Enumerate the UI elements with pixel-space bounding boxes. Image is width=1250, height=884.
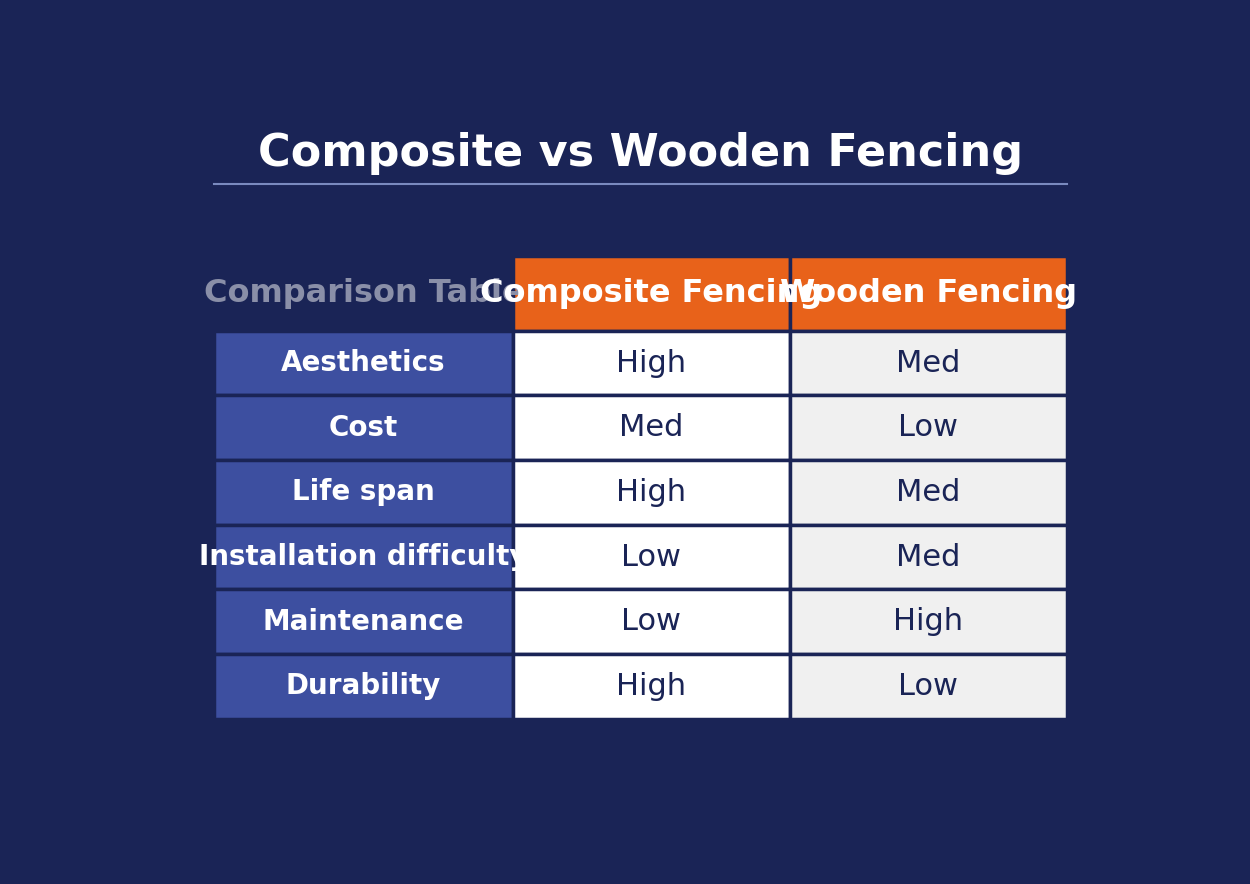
FancyBboxPatch shape (215, 654, 512, 719)
Text: Low: Low (899, 672, 959, 701)
FancyBboxPatch shape (790, 255, 1068, 331)
Text: Installation difficulty: Installation difficulty (199, 543, 528, 571)
FancyBboxPatch shape (512, 395, 790, 460)
Text: Composite Fencing: Composite Fencing (480, 278, 822, 309)
Text: Low: Low (899, 413, 959, 442)
FancyBboxPatch shape (512, 654, 790, 719)
Text: Low: Low (621, 543, 681, 572)
Text: Wooden Fencing: Wooden Fencing (780, 278, 1078, 309)
FancyBboxPatch shape (215, 331, 512, 395)
Text: High: High (616, 348, 686, 377)
Text: High: High (894, 607, 964, 636)
FancyBboxPatch shape (512, 331, 790, 395)
Text: Med: Med (619, 413, 684, 442)
Text: Comparison Table: Comparison Table (204, 278, 524, 309)
FancyBboxPatch shape (790, 331, 1068, 395)
FancyBboxPatch shape (790, 460, 1068, 525)
FancyBboxPatch shape (790, 395, 1068, 460)
Text: High: High (616, 672, 686, 701)
Text: Aesthetics: Aesthetics (281, 349, 446, 377)
Text: Med: Med (896, 478, 960, 507)
FancyBboxPatch shape (215, 525, 512, 590)
FancyBboxPatch shape (215, 395, 512, 460)
FancyBboxPatch shape (512, 590, 790, 654)
Text: Composite vs Wooden Fencing: Composite vs Wooden Fencing (258, 133, 1024, 175)
FancyBboxPatch shape (512, 255, 790, 331)
FancyBboxPatch shape (790, 525, 1068, 590)
Text: Life span: Life span (292, 478, 435, 507)
Text: Durability: Durability (286, 673, 441, 700)
FancyBboxPatch shape (215, 255, 512, 331)
Text: Med: Med (896, 543, 960, 572)
Text: High: High (616, 478, 686, 507)
Text: Cost: Cost (329, 414, 399, 442)
FancyBboxPatch shape (790, 590, 1068, 654)
Text: Low: Low (621, 607, 681, 636)
FancyBboxPatch shape (215, 590, 512, 654)
Text: Maintenance: Maintenance (262, 607, 464, 636)
FancyBboxPatch shape (790, 654, 1068, 719)
FancyBboxPatch shape (215, 460, 512, 525)
FancyBboxPatch shape (512, 525, 790, 590)
Text: Med: Med (896, 348, 960, 377)
FancyBboxPatch shape (512, 460, 790, 525)
